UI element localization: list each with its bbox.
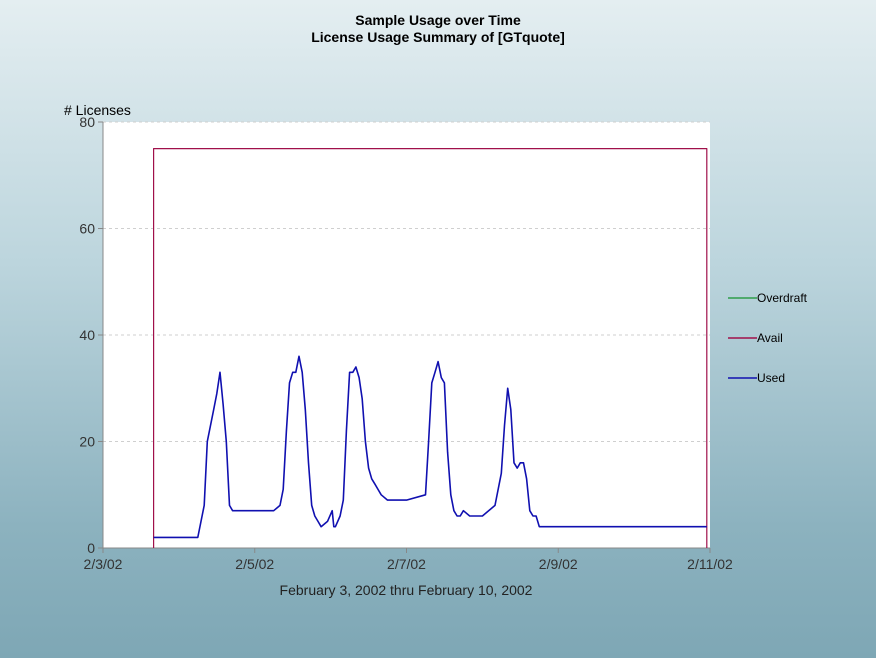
x-axis-label: February 3, 2002 thru February 10, 2002 xyxy=(280,582,533,598)
series-lines xyxy=(153,148,708,548)
chart-titles: Sample Usage over Time License Usage Sum… xyxy=(0,12,876,46)
x-ticks: 2/3/02 2/5/02 2/7/02 2/9/02 2/11/02 xyxy=(84,548,733,572)
legend-label: Used xyxy=(757,371,785,385)
x-tick-label: 2/7/02 xyxy=(387,556,426,572)
x-tick-label: 2/9/02 xyxy=(539,556,578,572)
legend-label: Avail xyxy=(757,331,783,345)
x-tick-label: 2/3/02 xyxy=(84,556,123,572)
legend-label: Overdraft xyxy=(757,291,808,305)
y-tick-label: 40 xyxy=(79,327,95,343)
legend-item-used: Used xyxy=(728,371,785,385)
y-axis-label: # Licenses xyxy=(64,102,131,118)
y-tick-label: 20 xyxy=(79,434,95,450)
chart-title: Sample Usage over Time xyxy=(355,12,521,28)
y-tick-label: 80 xyxy=(79,114,95,130)
series-used-line xyxy=(153,355,707,539)
y-tick-label: 0 xyxy=(87,540,95,556)
grid-lines xyxy=(103,121,710,442)
legend-item-avail: Avail xyxy=(728,331,783,345)
x-tick-label: 2/5/02 xyxy=(235,556,274,572)
y-tick-label: 60 xyxy=(79,221,95,237)
chart-subtitle: License Usage Summary of [GTquote] xyxy=(311,29,565,45)
legend-item-overdraft: Overdraft xyxy=(728,291,808,305)
series-avail-line xyxy=(153,148,708,548)
x-tick-label: 2/11/02 xyxy=(687,556,733,572)
legend: Overdraft Avail Used xyxy=(728,291,808,385)
y-ticks: 0 20 40 60 80 xyxy=(79,114,103,556)
